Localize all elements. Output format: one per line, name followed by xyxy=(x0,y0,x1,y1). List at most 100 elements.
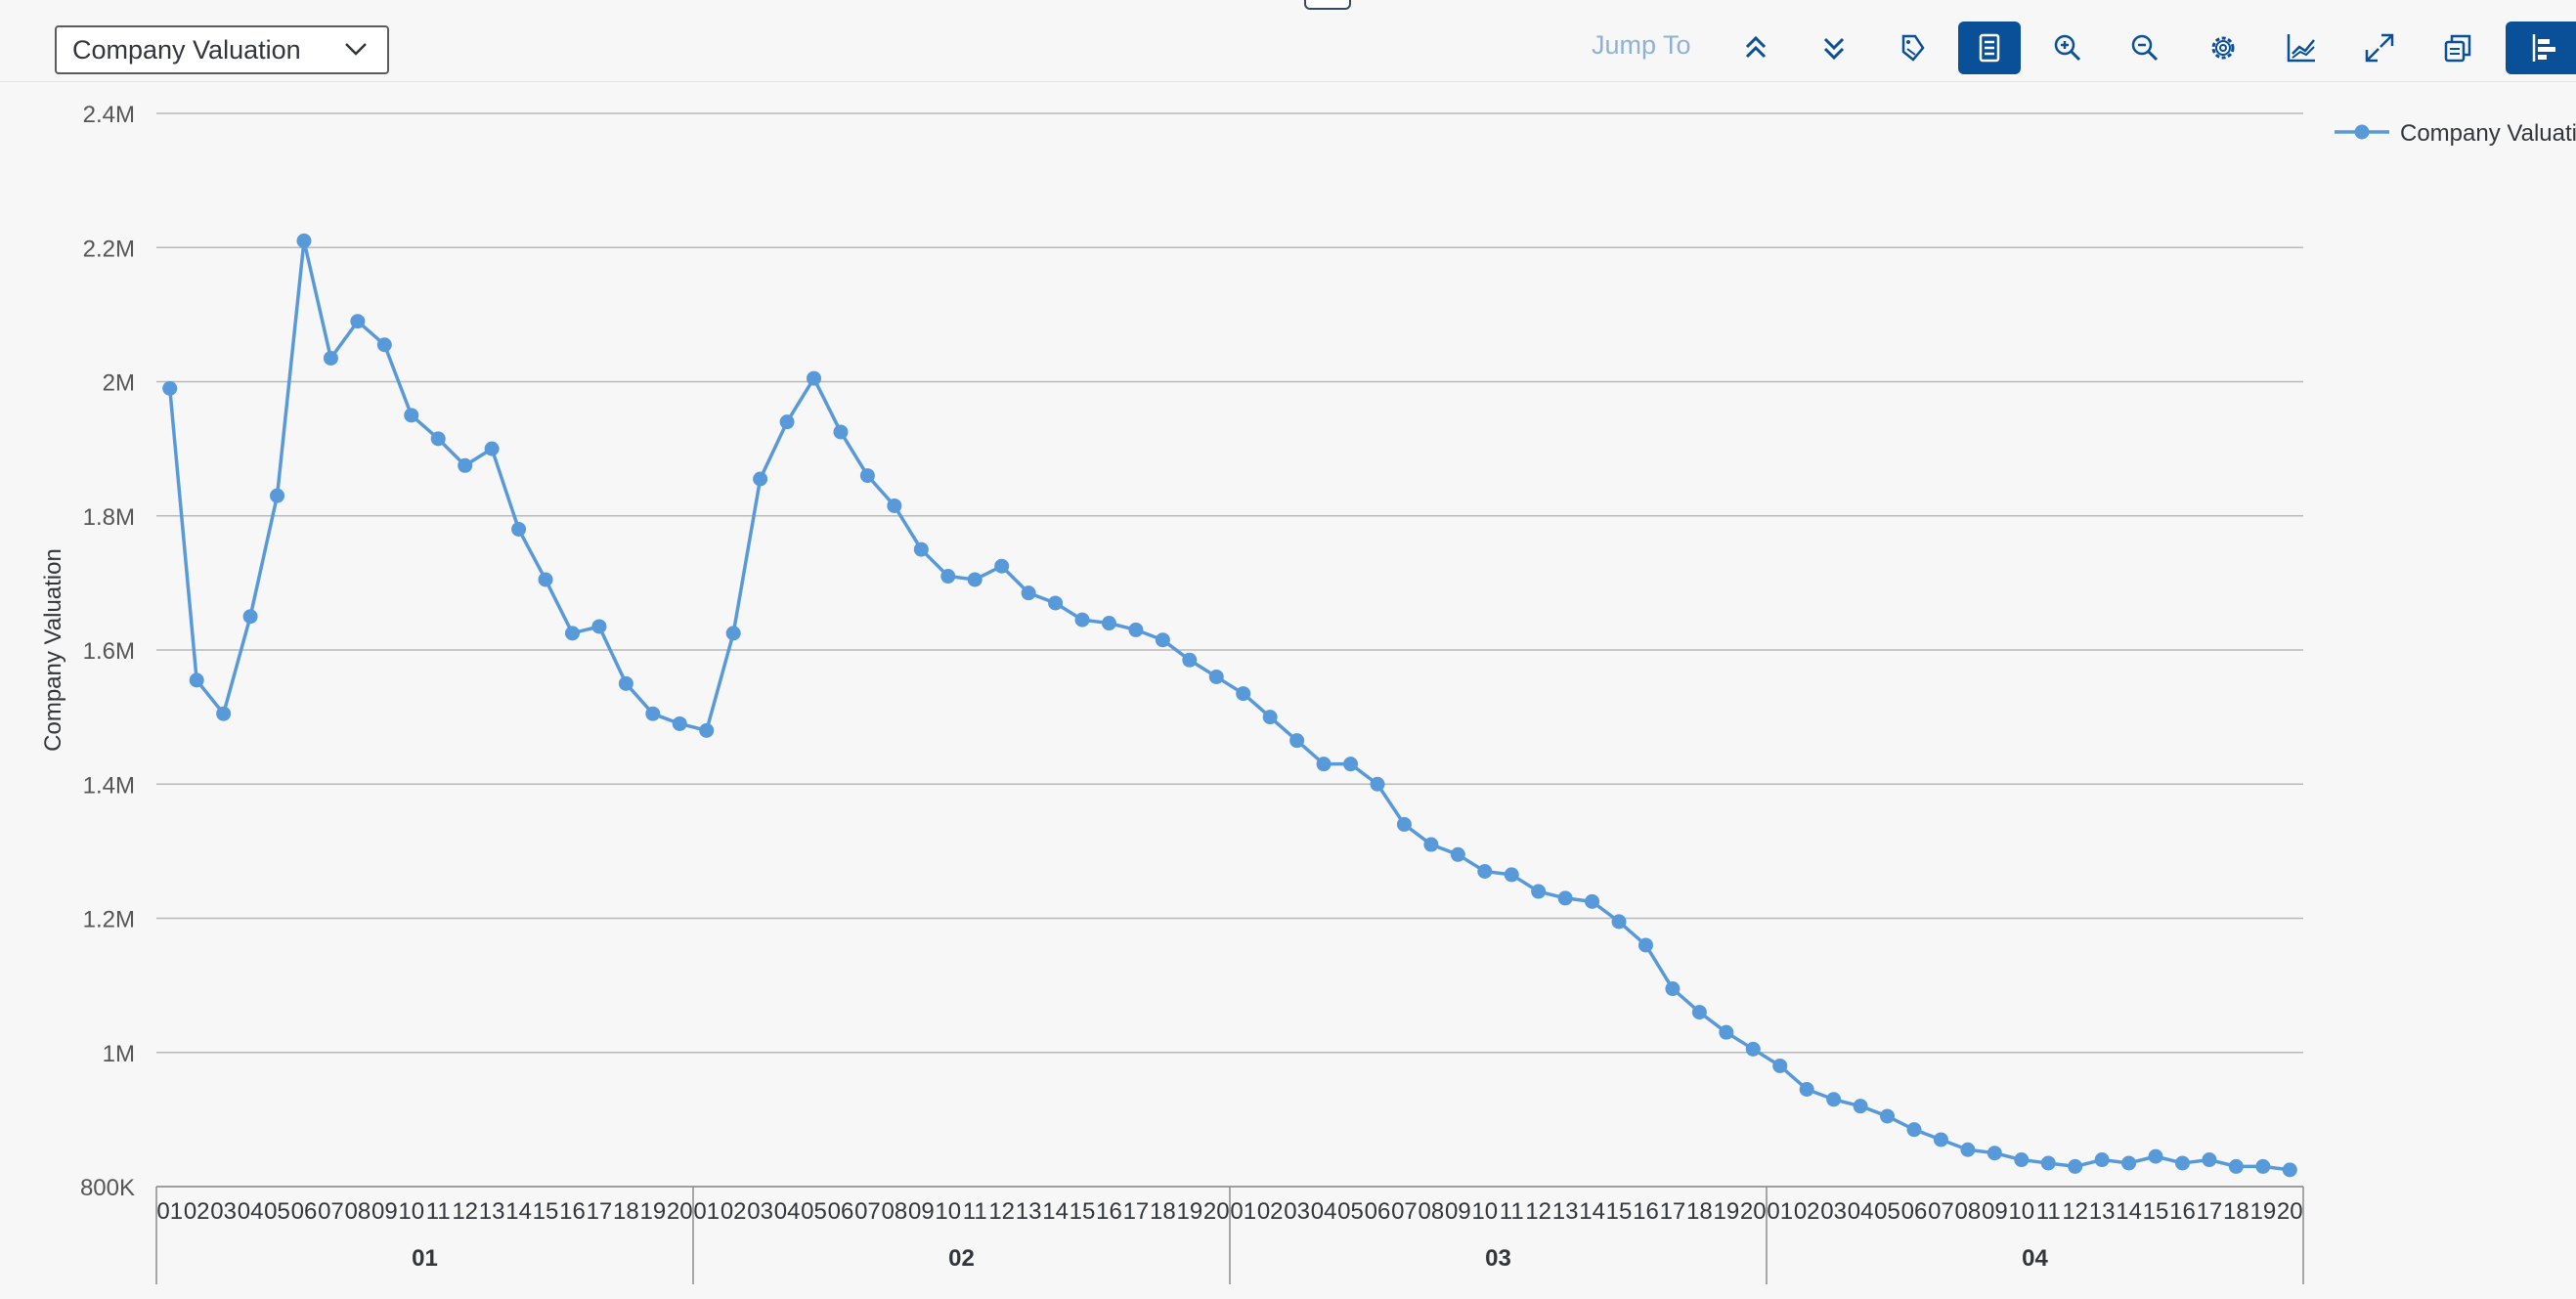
x-tick-label: 14 xyxy=(1579,1198,1605,1225)
zoom-out-button[interactable] xyxy=(2114,22,2176,74)
data-point xyxy=(484,441,500,456)
x-tick-label: 09 xyxy=(1982,1198,2008,1225)
x-tick-label: 13 xyxy=(1016,1198,1042,1225)
x-tick-label: 12 xyxy=(988,1198,1015,1225)
x-tick-label: 16 xyxy=(1096,1198,1122,1225)
x-tick-label: 18 xyxy=(613,1198,639,1225)
zoom-in-button[interactable] xyxy=(2036,22,2099,74)
x-tick-label: 01 xyxy=(1230,1198,1256,1225)
x-tick-label: 01 xyxy=(156,1198,183,1225)
data-point xyxy=(2174,1155,2190,1171)
collapse-handle[interactable] xyxy=(1304,0,1351,10)
data-point xyxy=(2040,1155,2056,1171)
data-point xyxy=(189,672,204,688)
copy-button[interactable] xyxy=(2426,22,2489,74)
x-tick-label: 06 xyxy=(828,1198,854,1225)
x-group-label: 04 xyxy=(2022,1245,2048,1272)
x-tick-label: 12 xyxy=(1525,1198,1551,1225)
list-icon xyxy=(1979,33,2000,63)
data-point xyxy=(511,521,527,537)
x-tick-label: 03 xyxy=(1284,1198,1310,1225)
x-tick-label: 05 xyxy=(264,1198,290,1225)
jump-bottom-button[interactable] xyxy=(1803,22,1865,74)
data-point xyxy=(591,619,607,634)
data-point xyxy=(1880,1108,1896,1124)
data-point xyxy=(2255,1158,2271,1174)
data-point xyxy=(1611,914,1627,930)
x-tick-label: 05 xyxy=(801,1198,827,1225)
legend-marker xyxy=(2354,124,2370,140)
data-point xyxy=(1933,1132,1948,1147)
data-point xyxy=(618,675,633,691)
measure-select[interactable]: Company Valuation xyxy=(55,25,389,74)
chart-type-button[interactable] xyxy=(2270,22,2333,74)
data-point xyxy=(1343,757,1359,772)
x-tick-label: 07 xyxy=(854,1198,881,1225)
x-tick-label: 08 xyxy=(1419,1198,1445,1225)
data-point xyxy=(779,414,795,430)
x-tick-label: 10 xyxy=(1471,1198,1498,1225)
data-point xyxy=(1853,1099,1868,1114)
data-point xyxy=(2148,1148,2163,1164)
data-point xyxy=(1155,632,1170,648)
x-tick-label: 07 xyxy=(1391,1198,1418,1225)
x-tick-label: 17 xyxy=(1660,1198,1686,1225)
x-tick-label: 16 xyxy=(1633,1198,1659,1225)
x-tick-label: 17 xyxy=(1123,1198,1150,1225)
x-tick-label: 13 xyxy=(2089,1198,2116,1225)
data-point xyxy=(538,572,553,587)
y-tick-label: 1.6M xyxy=(83,638,135,665)
x-tick-label: 06 xyxy=(291,1198,318,1225)
x-tick-label: 17 xyxy=(587,1198,613,1225)
x-tick-label: 10 xyxy=(2008,1198,2034,1225)
chart-toolbar: Company Valuation Jump To xyxy=(0,0,2576,82)
data-point xyxy=(1289,733,1305,749)
table-view-button[interactable] xyxy=(1958,22,2021,74)
data-point xyxy=(1557,890,1573,906)
data-point xyxy=(1423,837,1439,852)
x-tick-label: 20 xyxy=(667,1198,693,1225)
data-point xyxy=(1719,1024,1734,1040)
bar-chart-button[interactable] xyxy=(2506,22,2576,74)
line-chart-icon xyxy=(2287,34,2315,63)
data-point xyxy=(1477,863,1493,879)
x-tick-label: 18 xyxy=(1686,1198,1713,1225)
data-point xyxy=(1236,686,1251,702)
x-tick-label: 14 xyxy=(1042,1198,1069,1225)
data-point xyxy=(1531,884,1547,899)
x-tick-label: 02 xyxy=(1257,1198,1284,1225)
x-tick-label: 19 xyxy=(1713,1198,1739,1225)
settings-button[interactable] xyxy=(2192,22,2254,74)
x-tick-label: 04 xyxy=(238,1198,264,1225)
y-tick-label: 2M xyxy=(103,370,135,397)
data-point xyxy=(323,350,338,366)
chevron-down-icon xyxy=(345,43,367,56)
data-point xyxy=(753,471,768,487)
x-tick-label: 19 xyxy=(1176,1198,1202,1225)
data-point xyxy=(725,626,741,641)
data-point xyxy=(672,715,687,731)
y-tick-label: 2.2M xyxy=(83,236,135,262)
data-point xyxy=(699,722,715,738)
x-tick-label: 15 xyxy=(1070,1198,1096,1225)
data-point xyxy=(2014,1152,2030,1168)
x-tick-label: 04 xyxy=(774,1198,801,1225)
data-point xyxy=(1208,669,1224,684)
data-point xyxy=(1101,616,1116,631)
data-point xyxy=(430,431,446,447)
data-point xyxy=(913,541,929,557)
jump-top-button[interactable] xyxy=(1725,22,1787,74)
x-group-label: 02 xyxy=(948,1245,975,1272)
data-point xyxy=(1799,1081,1814,1097)
data-point xyxy=(994,558,1010,574)
x-tick-label: 10 xyxy=(935,1198,961,1225)
x-tick-label: 06 xyxy=(1901,1198,1928,1225)
tags-button[interactable] xyxy=(1880,22,1943,74)
data-point xyxy=(1182,652,1198,668)
data-point xyxy=(1504,867,1519,883)
zoom-out-icon xyxy=(2131,34,2159,62)
x-group-label: 03 xyxy=(1485,1245,1511,1272)
data-point xyxy=(1906,1122,1922,1138)
data-point xyxy=(1772,1058,1788,1073)
fullscreen-button[interactable] xyxy=(2348,22,2411,74)
